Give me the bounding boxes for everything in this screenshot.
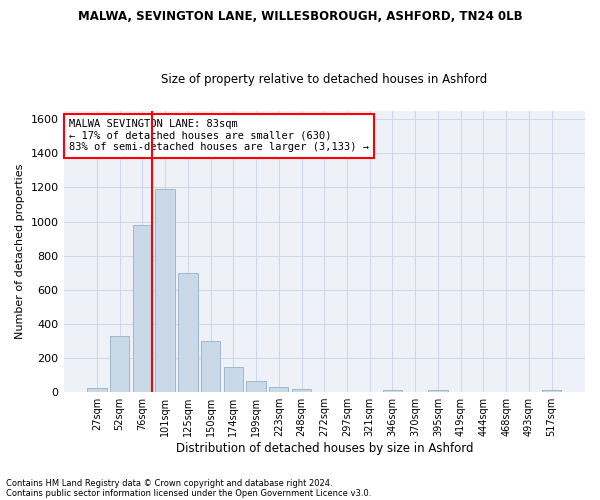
Bar (201, 341, 220, 392)
Bar (133, 225, 152, 392)
Bar (178, 272, 197, 392)
Y-axis label: Number of detached properties: Number of detached properties (15, 164, 25, 339)
Bar (428, 390, 448, 392)
Bar (110, 336, 130, 392)
Bar (542, 390, 561, 392)
X-axis label: Distribution of detached houses by size in Ashford: Distribution of detached houses by size … (176, 442, 473, 455)
Bar (292, 388, 311, 392)
Text: MALWA SEVINGTON LANE: 83sqm
← 17% of detached houses are smaller (630)
83% of se: MALWA SEVINGTON LANE: 83sqm ← 17% of det… (69, 119, 369, 152)
Bar (155, 189, 175, 392)
Bar (87, 388, 107, 392)
Text: Contains HM Land Registry data © Crown copyright and database right 2024.: Contains HM Land Registry data © Crown c… (6, 478, 332, 488)
Text: MALWA, SEVINGTON LANE, WILLESBOROUGH, ASHFORD, TN24 0LB: MALWA, SEVINGTON LANE, WILLESBOROUGH, AS… (77, 10, 523, 23)
Title: Size of property relative to detached houses in Ashford: Size of property relative to detached ho… (161, 73, 487, 86)
Bar (269, 387, 289, 392)
Text: Contains public sector information licensed under the Open Government Licence v3: Contains public sector information licen… (6, 488, 371, 498)
Bar (247, 381, 266, 392)
Bar (383, 390, 402, 392)
Bar (224, 366, 243, 392)
